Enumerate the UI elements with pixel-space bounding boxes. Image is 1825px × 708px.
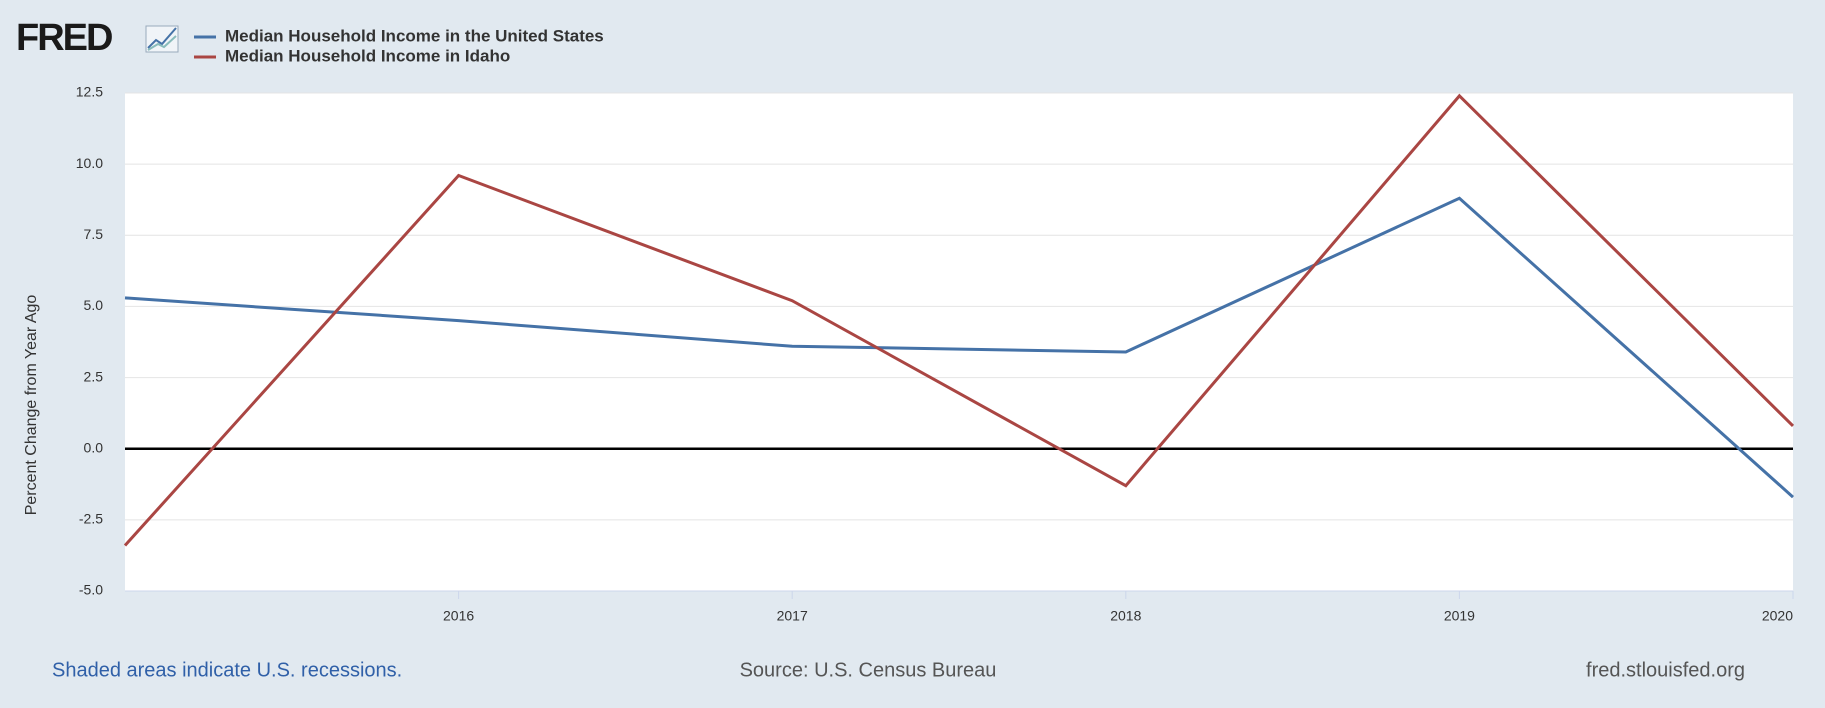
y-tick-label: 7.5	[84, 226, 104, 242]
legend-label: Median Household Income in the United St…	[225, 26, 604, 45]
x-tick-label: 2018	[1110, 608, 1141, 624]
y-tick-label: 2.5	[84, 368, 104, 384]
x-tick-label: 2020	[1762, 608, 1793, 624]
x-tick-label: 2019	[1444, 608, 1475, 624]
series-line	[123, 93, 1795, 547]
x-tick-label: 2017	[777, 608, 808, 624]
y-tick-label: 0.0	[84, 439, 104, 455]
series-line	[124, 196, 1795, 499]
footnote: Shaded areas indicate U.S. recessions.	[52, 659, 402, 681]
y-tick-label: 12.5	[76, 84, 103, 100]
y-tick-label: -2.5	[79, 511, 103, 527]
logo-icon	[145, 25, 179, 53]
legend-label: Median Household Income in Idaho	[225, 46, 510, 65]
y-axis-label: Percent Change from Year Ago	[23, 295, 40, 516]
source: Source: U.S. Census Bureau	[740, 659, 997, 681]
plot-area	[125, 93, 1793, 591]
y-tick-label: 5.0	[84, 297, 104, 313]
x-tick-label: 2016	[443, 608, 474, 624]
logo: FRED	[16, 17, 112, 59]
y-tick-label: -5.0	[79, 582, 103, 598]
y-tick-label: 10.0	[76, 155, 103, 171]
site: fred.stlouisfed.org	[1586, 659, 1745, 681]
